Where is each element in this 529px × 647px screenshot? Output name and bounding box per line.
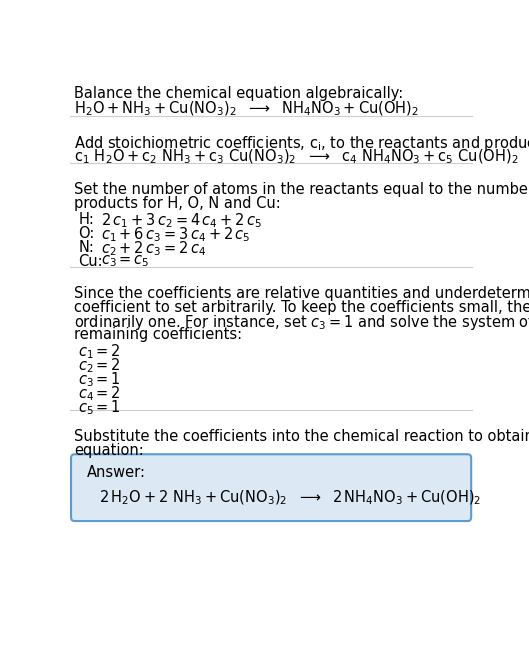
- Text: Substitute the coefficients into the chemical reaction to obtain the balanced: Substitute the coefficients into the che…: [74, 429, 529, 444]
- Text: $c_1 = 2$: $c_1 = 2$: [78, 343, 121, 362]
- Text: $c_5 = 1$: $c_5 = 1$: [78, 399, 121, 417]
- Text: Cu:: Cu:: [78, 254, 103, 269]
- Text: H:: H:: [78, 212, 94, 226]
- Text: products for H, O, N and Cu:: products for H, O, N and Cu:: [74, 196, 281, 212]
- Text: Add stoichiometric coefficients, $\mathregular{c_i}$, to the reactants and produ: Add stoichiometric coefficients, $\mathr…: [74, 133, 529, 153]
- Text: $c_3 = c_5$: $c_3 = c_5$: [101, 254, 150, 269]
- Text: remaining coefficients:: remaining coefficients:: [74, 327, 242, 342]
- Text: ordinarily one. For instance, set $c_3 = 1$ and solve the system of equations fo: ordinarily one. For instance, set $c_3 =…: [74, 314, 529, 333]
- Text: $c_1 + 6\,c_3 = 3\,c_4 + 2\,c_5$: $c_1 + 6\,c_3 = 3\,c_4 + 2\,c_5$: [101, 226, 251, 245]
- FancyBboxPatch shape: [71, 454, 471, 521]
- Text: Since the coefficients are relative quantities and underdetermined, choose a: Since the coefficients are relative quan…: [74, 285, 529, 301]
- Text: coefficient to set arbitrarily. To keep the coefficients small, the arbitrary va: coefficient to set arbitrarily. To keep …: [74, 300, 529, 314]
- Text: $c_2 + 2\,c_3 = 2\,c_4$: $c_2 + 2\,c_3 = 2\,c_4$: [101, 239, 206, 258]
- Text: Set the number of atoms in the reactants equal to the number of atoms in the: Set the number of atoms in the reactants…: [74, 182, 529, 197]
- Text: N:: N:: [78, 239, 94, 254]
- Text: O:: O:: [78, 226, 95, 241]
- Text: $\mathregular{H_2O + NH_3 + Cu(NO_3)_2}$  $\longrightarrow$  $\mathregular{NH_4N: $\mathregular{H_2O + NH_3 + Cu(NO_3)_2}$…: [74, 100, 419, 118]
- Text: $2\,c_1 + 3\,c_2 = 4\,c_4 + 2\,c_5$: $2\,c_1 + 3\,c_2 = 4\,c_4 + 2\,c_5$: [101, 212, 262, 230]
- Text: $\mathregular{c_1\ H_2O + c_2\ NH_3 + c_3\ Cu(NO_3)_2}$  $\longrightarrow$  $\ma: $\mathregular{c_1\ H_2O + c_2\ NH_3 + c_…: [74, 148, 519, 166]
- Text: $c_2 = 2$: $c_2 = 2$: [78, 356, 121, 375]
- Text: $c_3 = 1$: $c_3 = 1$: [78, 371, 121, 389]
- Text: equation:: equation:: [74, 443, 144, 458]
- Text: $c_4 = 2$: $c_4 = 2$: [78, 384, 121, 403]
- Text: Answer:: Answer:: [87, 465, 145, 479]
- Text: Balance the chemical equation algebraically:: Balance the chemical equation algebraica…: [74, 86, 404, 101]
- Text: $2\,\mathregular{H_2O + 2\ NH_3 + Cu(NO_3)_2}$  $\longrightarrow$  $2\,\mathregu: $2\,\mathregular{H_2O + 2\ NH_3 + Cu(NO_…: [99, 488, 481, 507]
